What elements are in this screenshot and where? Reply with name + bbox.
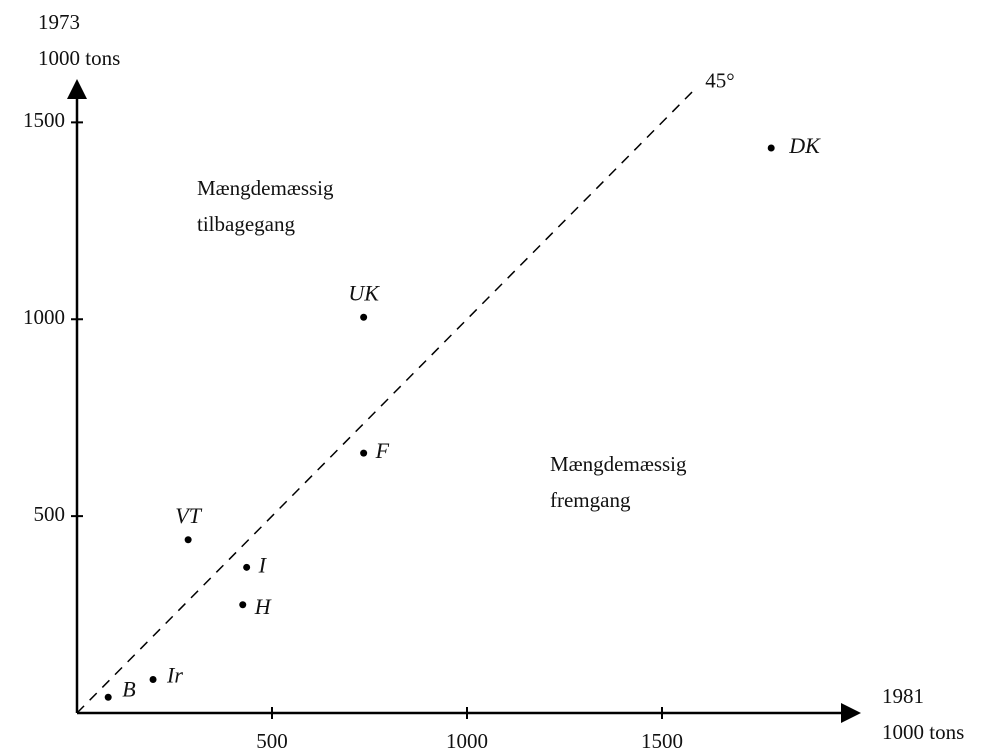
region-annotation: Mængdemæssig (197, 176, 334, 200)
x-tick-label: 500 (256, 729, 288, 751)
y-tick-label: 500 (34, 502, 66, 526)
x-axis-label: 1000 tons (882, 720, 964, 744)
y-tick-label: 1000 (23, 305, 65, 329)
x-axis-label: 1981 (882, 684, 924, 708)
data-point (243, 563, 251, 571)
data-point (360, 313, 368, 321)
region-annotation: fremgang (550, 488, 631, 512)
data-point (104, 693, 112, 701)
point-label: Ir (166, 663, 183, 688)
y-tick-label: 1500 (23, 108, 65, 132)
x-tick-label: 1000 (446, 729, 488, 751)
data-point (149, 676, 157, 684)
data-point (184, 536, 192, 544)
point-label: B (122, 676, 135, 701)
y-axis-label: 1973 (38, 10, 80, 34)
y-axis-label: 1000 tons (38, 46, 120, 70)
region-annotation: tilbagegang (197, 212, 295, 236)
point-label: UK (348, 280, 380, 305)
reference-line-label: 45° (705, 69, 734, 93)
point-label: I (258, 552, 268, 577)
x-tick-label: 1500 (641, 729, 683, 751)
point-label: F (375, 438, 390, 463)
region-annotation: Mængdemæssig (550, 452, 687, 476)
data-point (360, 449, 368, 457)
data-point (767, 144, 775, 152)
point-label: H (254, 594, 272, 619)
data-point (239, 601, 247, 609)
point-label: VT (175, 503, 202, 528)
reference-line (76, 90, 694, 714)
point-label: DK (788, 133, 821, 158)
